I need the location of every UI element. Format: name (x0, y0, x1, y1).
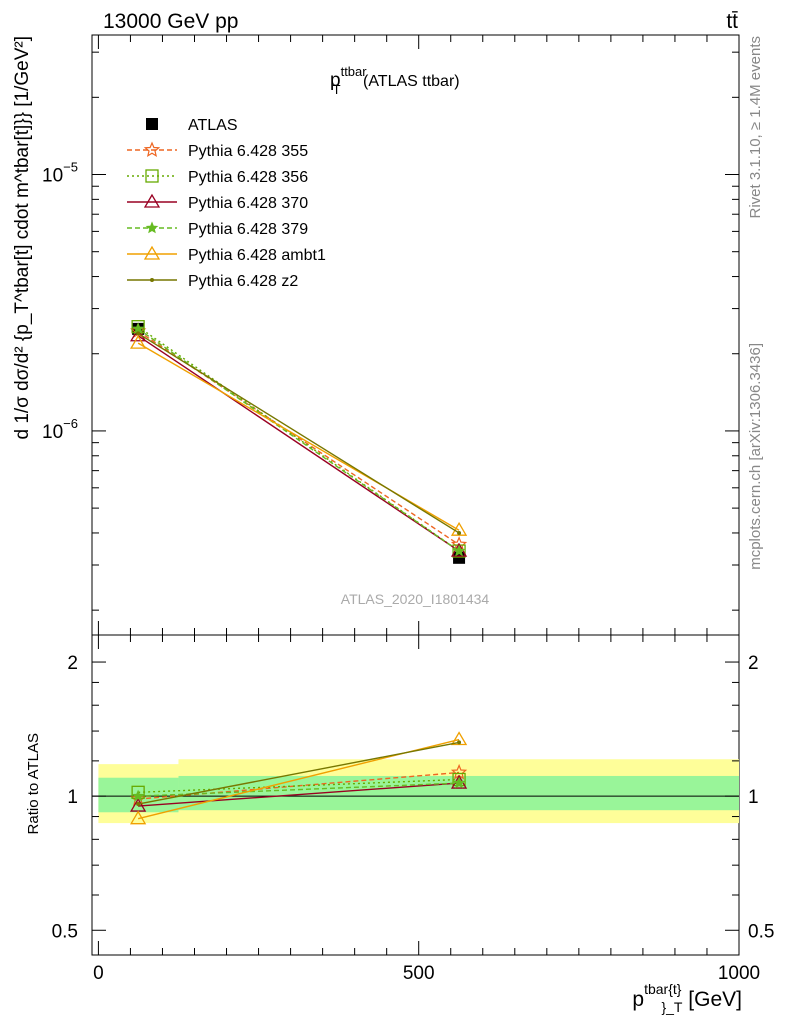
ratio-point-3 (452, 776, 466, 789)
legend-marker-1 (143, 141, 161, 157)
legend-label-2: Pythia 6.428 356 (188, 169, 308, 186)
ratio-point-4 (450, 731, 468, 746)
tick-exponent: −6 (63, 416, 78, 431)
ratio-xtick-label: 500 (403, 963, 435, 984)
main-series-line-6 (137, 332, 460, 534)
main-ylabel: d 1/σ dσ/d² {p_T^tbar[t] cdot m^tbar[t]}… (12, 36, 33, 440)
legend-marker-3 (143, 193, 161, 208)
legend-label-6: Pythia 6.428 z2 (188, 273, 298, 290)
tick-base: 10 (42, 422, 63, 443)
ratio-xlabel: ptbar{t} }_T [GeV] (632, 981, 742, 1015)
ratio-series-line-2 (138, 782, 460, 807)
main-ytick-label: 10−6 (42, 416, 78, 443)
main-point-6 (457, 530, 462, 535)
main-series-line-5 (137, 342, 460, 531)
ratio-ytick-label-right: 0.5 (748, 921, 774, 942)
legend-marker-2 (145, 169, 159, 183)
ratio-series-line-1 (138, 778, 460, 794)
ratio-ytick-label-right: 2 (748, 653, 759, 674)
legend-label-5: Pythia 6.428 ambt1 (188, 247, 326, 264)
ratio-series-line-3 (138, 782, 460, 797)
ratio-ytick-label-right: 1 (748, 787, 759, 808)
process-label: tt̄ (726, 10, 738, 33)
energy-label: 13000 GeV pp (103, 10, 238, 33)
legend-marker-4 (145, 221, 159, 234)
title-sub: T (333, 82, 341, 97)
main-series-line-4 (137, 328, 460, 552)
main-series-line-2 (137, 326, 460, 552)
main-series-line-3 (137, 335, 460, 552)
ratio-point-5 (136, 802, 141, 807)
title-sup: ttbar (341, 64, 368, 79)
ratio-point-4 (129, 810, 147, 825)
xlabel-sup: tbar{t} (644, 981, 682, 997)
main-point-4 (131, 322, 145, 335)
legend-label-0: ATLAS (188, 117, 238, 134)
main-point-6 (136, 331, 141, 336)
legend-label-3: Pythia 6.428 370 (188, 195, 308, 212)
main-ytick-label: 10−5 (42, 160, 78, 187)
main-point-4 (452, 544, 466, 557)
ratio-point-5 (457, 740, 462, 745)
ratio-point-3 (131, 789, 145, 802)
xlabel-main: p (632, 988, 644, 1011)
analysis-watermark: ATLAS_2020_I1801434 (341, 591, 490, 607)
xlabel-sub: }_T (661, 999, 682, 1015)
ratio-ytick-label: 0.5 (52, 921, 78, 942)
tick-base: 10 (42, 166, 63, 187)
legend-label-1: Pythia 6.428 355 (188, 143, 308, 160)
rivet-label: Rivet 3.1.10, ≥ 1.4M events (747, 36, 764, 219)
legend-marker-6 (150, 278, 154, 282)
legend-marker-0 (146, 118, 158, 130)
main-point-3 (129, 327, 147, 342)
main-plot-title: pttbar T (ATLAS ttbar) (330, 64, 460, 97)
ratio-ytick-label: 2 (67, 653, 78, 674)
ratio-xtick-label: 1000 (718, 963, 760, 984)
source-label: mcplots.cern.ch [arXiv:1306.3436] (747, 343, 764, 570)
ratio-xtick-label: 0 (93, 963, 104, 984)
title-suffix: (ATLAS ttbar) (359, 73, 460, 90)
xlabel-suffix: [GeV] (682, 988, 742, 1011)
ratio-ytick-label: 1 (67, 787, 78, 808)
ratio-ylabel: Ratio to ATLAS (25, 733, 42, 834)
main-point-5 (129, 334, 147, 349)
title-main: p (330, 70, 341, 91)
ratio-series-line-5 (137, 741, 460, 805)
legend-label-4: Pythia 6.428 379 (188, 221, 308, 238)
legend-marker-5 (143, 245, 161, 260)
main-point-5 (450, 521, 468, 536)
tick-exponent: −5 (63, 160, 78, 175)
